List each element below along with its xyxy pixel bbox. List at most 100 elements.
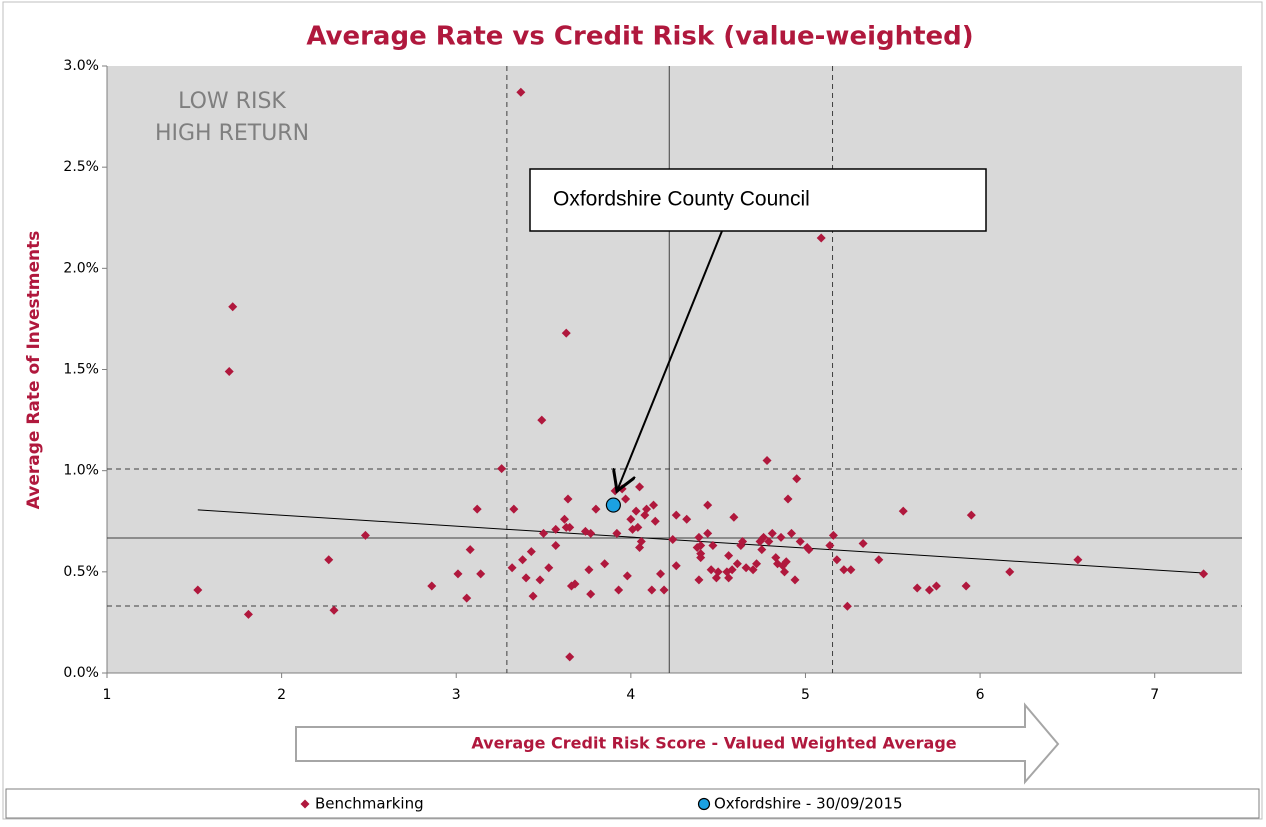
point bbox=[694, 532, 704, 542]
point bbox=[656, 569, 666, 579]
legend bbox=[5, 788, 1260, 819]
point bbox=[682, 514, 692, 524]
point bbox=[858, 539, 868, 549]
point bbox=[839, 565, 849, 575]
point bbox=[780, 567, 790, 577]
point bbox=[1073, 555, 1083, 565]
point bbox=[649, 500, 659, 510]
point bbox=[537, 415, 547, 425]
point bbox=[193, 585, 203, 595]
point bbox=[586, 589, 596, 599]
point bbox=[565, 652, 575, 662]
quadrant-label: HIGH RETURN bbox=[155, 121, 309, 146]
point bbox=[846, 565, 856, 575]
point bbox=[776, 532, 786, 542]
point bbox=[786, 528, 796, 538]
point bbox=[1199, 569, 1209, 579]
point bbox=[622, 571, 632, 581]
point bbox=[228, 302, 238, 312]
point bbox=[729, 512, 739, 522]
point bbox=[696, 541, 706, 551]
x-tick-label: 6 bbox=[976, 687, 985, 703]
point bbox=[647, 585, 657, 595]
point bbox=[584, 565, 594, 575]
point bbox=[738, 536, 748, 546]
point bbox=[535, 575, 545, 585]
point bbox=[931, 581, 941, 591]
point bbox=[626, 514, 636, 524]
point bbox=[586, 528, 596, 538]
point bbox=[243, 609, 253, 619]
point bbox=[472, 504, 482, 514]
point bbox=[741, 563, 751, 573]
legend-marker bbox=[697, 797, 711, 811]
point bbox=[898, 506, 908, 516]
point bbox=[713, 567, 723, 577]
point bbox=[642, 504, 652, 514]
point bbox=[694, 575, 704, 585]
point bbox=[465, 545, 475, 555]
quadrant-label: LOW RISK bbox=[178, 89, 286, 114]
point bbox=[635, 482, 645, 492]
point bbox=[544, 563, 554, 573]
point bbox=[650, 516, 660, 526]
y-axis-label: Average Rate of Investments bbox=[24, 231, 44, 510]
point bbox=[516, 87, 526, 97]
point bbox=[703, 528, 713, 538]
point bbox=[732, 559, 742, 569]
point bbox=[561, 328, 571, 338]
point bbox=[224, 367, 234, 377]
point bbox=[591, 504, 601, 514]
point bbox=[462, 593, 472, 603]
legend-label: Benchmarking bbox=[315, 795, 424, 813]
point bbox=[521, 573, 531, 583]
point bbox=[816, 233, 826, 243]
point bbox=[476, 569, 486, 579]
point bbox=[874, 555, 884, 565]
point bbox=[671, 510, 681, 520]
point bbox=[497, 464, 507, 474]
point bbox=[631, 506, 641, 516]
x-tick-label: 3 bbox=[452, 687, 461, 703]
y-tick-label: 1.5% bbox=[63, 362, 99, 378]
point bbox=[453, 569, 463, 579]
point bbox=[767, 528, 777, 538]
point bbox=[795, 536, 805, 546]
point bbox=[748, 565, 758, 575]
x-axis-arrow bbox=[295, 702, 1060, 785]
point bbox=[912, 583, 922, 593]
point bbox=[518, 555, 528, 565]
point bbox=[600, 559, 610, 569]
point bbox=[427, 581, 437, 591]
point bbox=[752, 559, 762, 569]
point bbox=[526, 547, 536, 557]
point bbox=[614, 585, 624, 595]
point bbox=[671, 561, 681, 571]
point bbox=[563, 494, 573, 504]
point bbox=[612, 528, 622, 538]
x-tick-label: 4 bbox=[626, 687, 635, 703]
point bbox=[966, 510, 976, 520]
point bbox=[551, 524, 561, 534]
point bbox=[621, 494, 631, 504]
point bbox=[605, 497, 621, 513]
point bbox=[1005, 567, 1015, 577]
y-tick-label: 2.5% bbox=[63, 159, 99, 175]
point bbox=[828, 530, 838, 540]
point bbox=[509, 504, 519, 514]
point bbox=[528, 591, 538, 601]
point bbox=[570, 579, 580, 589]
y-tick-label: 1.0% bbox=[63, 463, 99, 479]
legend-label: Oxfordshire - 30/09/2015 bbox=[714, 795, 903, 813]
chart-title: Average Rate vs Credit Risk (value-weigh… bbox=[306, 22, 973, 52]
point bbox=[842, 601, 852, 611]
point bbox=[724, 551, 734, 561]
point bbox=[565, 522, 575, 532]
point bbox=[668, 534, 678, 544]
point bbox=[727, 565, 737, 575]
point bbox=[762, 456, 772, 466]
point bbox=[659, 585, 669, 595]
point bbox=[764, 536, 774, 546]
point bbox=[783, 494, 793, 504]
